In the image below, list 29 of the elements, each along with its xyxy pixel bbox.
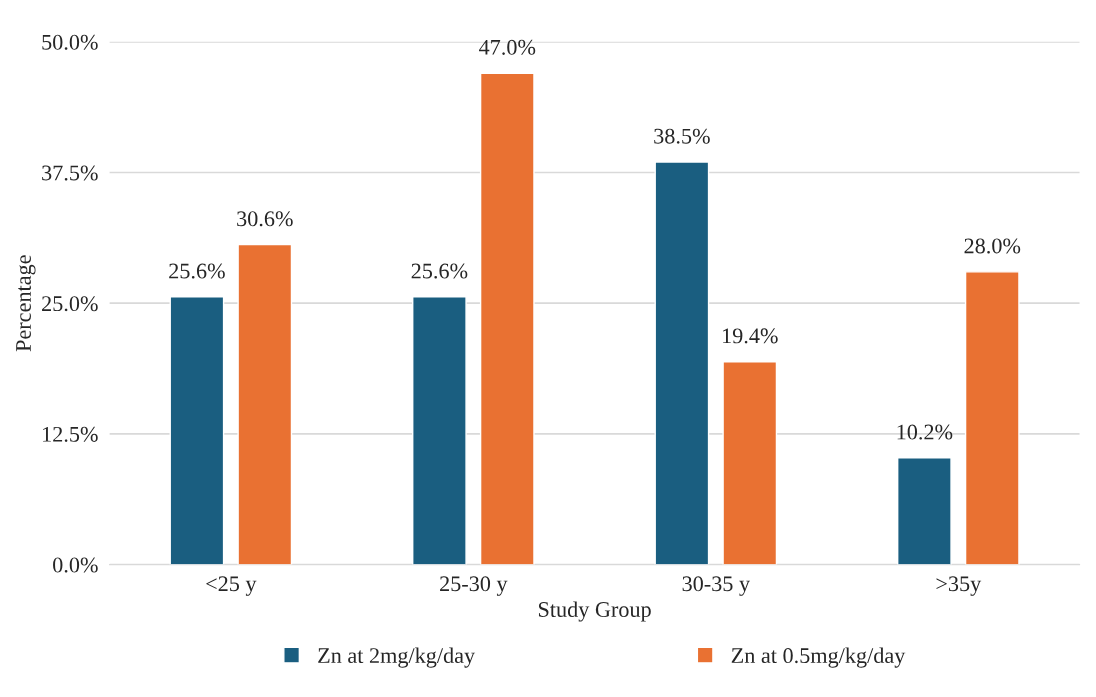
y-tick-label: 0.0% bbox=[53, 557, 98, 573]
y-axis-title: Percentage bbox=[16, 255, 36, 352]
bar bbox=[169, 296, 225, 565]
y-tick-label: 37.5% bbox=[42, 165, 98, 181]
data-label: 28.0% bbox=[964, 238, 1021, 254]
data-label: 38.5% bbox=[654, 128, 710, 144]
legend-label: Zn at 2mg/kg/day bbox=[318, 647, 476, 668]
x-tick-label: 25-30 y bbox=[440, 576, 508, 596]
y-tick-label: 25.0% bbox=[42, 296, 98, 312]
y-tick-label: 12.5% bbox=[43, 426, 98, 442]
data-label: 25.6% bbox=[169, 263, 225, 279]
x-tick-label: <25 y bbox=[206, 576, 257, 596]
x-tick-label: >35y bbox=[936, 576, 982, 596]
bar bbox=[237, 243, 293, 565]
data-label: 25.6% bbox=[411, 263, 468, 279]
bar bbox=[896, 457, 952, 565]
bar bbox=[479, 72, 535, 565]
data-label: 19.4% bbox=[723, 328, 778, 344]
legend-label: Zn at 0.5mg/kg/day bbox=[731, 647, 906, 668]
data-label: 47.0% bbox=[479, 39, 536, 55]
x-tick-label: 30-35 y bbox=[682, 576, 750, 596]
bar bbox=[412, 296, 467, 565]
bar bbox=[964, 271, 1020, 565]
bar bbox=[654, 161, 710, 565]
bar bbox=[722, 361, 778, 565]
x-axis-title: Study Group bbox=[538, 601, 651, 622]
y-tick-label: 50.0% bbox=[42, 34, 98, 50]
data-label: 10.2% bbox=[897, 424, 953, 440]
data-label: 30.6% bbox=[237, 211, 293, 227]
